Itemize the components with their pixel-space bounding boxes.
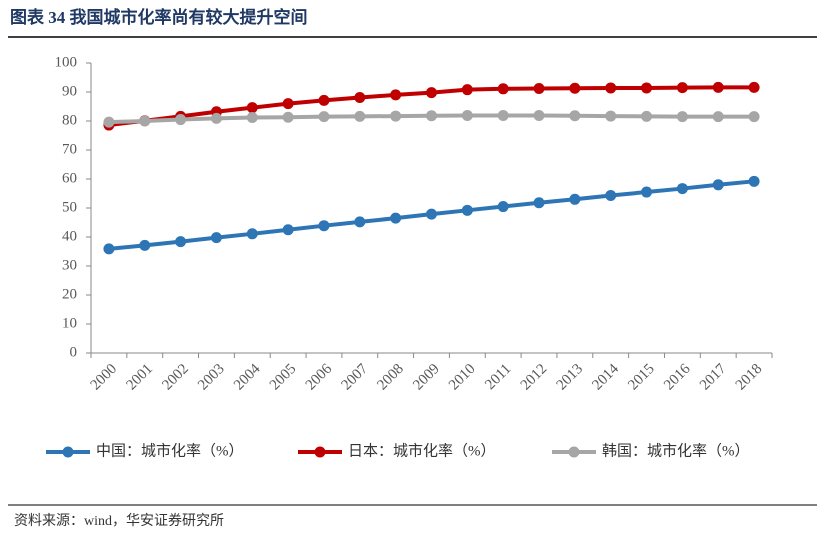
y-tick-label: 100 bbox=[55, 54, 78, 70]
y-tick-label: 70 bbox=[62, 141, 77, 157]
point bbox=[246, 102, 258, 114]
y-tick-label: 30 bbox=[62, 257, 77, 273]
point bbox=[210, 232, 222, 244]
point bbox=[748, 111, 760, 123]
point bbox=[282, 98, 294, 110]
point bbox=[533, 109, 545, 121]
legend-marker bbox=[314, 446, 326, 458]
x-tick-label: 2011 bbox=[482, 361, 514, 393]
y-tick-label: 90 bbox=[62, 83, 77, 99]
x-tick-label: 2015 bbox=[625, 361, 658, 394]
point bbox=[748, 81, 760, 93]
point bbox=[390, 89, 402, 101]
point bbox=[641, 186, 653, 198]
point bbox=[354, 110, 366, 122]
x-tick-label: 2007 bbox=[339, 361, 372, 394]
point bbox=[641, 110, 653, 122]
x-tick-label: 2000 bbox=[88, 361, 121, 394]
point bbox=[712, 179, 724, 191]
y-tick-label: 20 bbox=[62, 286, 77, 302]
point bbox=[282, 224, 294, 236]
x-tick-label: 2008 bbox=[374, 361, 407, 394]
x-tick-label: 2006 bbox=[303, 361, 336, 394]
point bbox=[641, 82, 653, 94]
point bbox=[175, 114, 187, 126]
x-tick-label: 2005 bbox=[267, 361, 300, 394]
point bbox=[461, 84, 473, 96]
x-tick-label: 2017 bbox=[697, 361, 730, 394]
x-tick-label: 2003 bbox=[195, 361, 228, 394]
y-tick-label: 50 bbox=[62, 199, 77, 215]
point bbox=[390, 110, 402, 122]
point bbox=[676, 111, 688, 123]
point bbox=[533, 197, 545, 209]
point bbox=[569, 193, 581, 205]
y-tick-label: 0 bbox=[70, 344, 78, 360]
point bbox=[569, 82, 581, 94]
point bbox=[354, 216, 366, 228]
legend-label: 日本：城市化率（%） bbox=[348, 442, 496, 459]
y-tick-label: 40 bbox=[62, 228, 77, 244]
point bbox=[712, 81, 724, 93]
point bbox=[605, 82, 617, 94]
x-tick-label: 2018 bbox=[733, 361, 766, 394]
point bbox=[605, 190, 617, 202]
point bbox=[605, 110, 617, 122]
point bbox=[390, 212, 402, 224]
point bbox=[103, 116, 115, 128]
point bbox=[318, 111, 330, 123]
legend-label: 中国：城市化率（%） bbox=[96, 442, 244, 459]
x-tick-label: 2014 bbox=[589, 361, 622, 394]
point bbox=[246, 112, 258, 124]
point bbox=[748, 175, 760, 187]
x-tick-label: 2009 bbox=[410, 361, 443, 394]
point bbox=[246, 228, 258, 240]
y-tick-label: 60 bbox=[62, 170, 77, 186]
point bbox=[139, 239, 151, 251]
point bbox=[426, 110, 437, 122]
point bbox=[426, 208, 437, 220]
legend-marker bbox=[568, 446, 580, 458]
point bbox=[461, 109, 473, 121]
point bbox=[712, 111, 724, 123]
x-tick-label: 2002 bbox=[159, 361, 192, 394]
source: 资料来源：wind，华安证券研究所 bbox=[14, 513, 224, 529]
point bbox=[210, 112, 222, 124]
point bbox=[497, 83, 509, 95]
chart-title: 图表 34 我国城市化率尚有较大提升空间 bbox=[10, 7, 308, 27]
x-tick-label: 2016 bbox=[661, 361, 694, 394]
x-tick-label: 2013 bbox=[554, 361, 587, 394]
point bbox=[282, 111, 294, 123]
point bbox=[175, 236, 187, 248]
legend-label: 韩国：城市化率（%） bbox=[602, 442, 750, 459]
legend-marker bbox=[62, 446, 74, 458]
point bbox=[497, 201, 509, 213]
x-tick-label: 2010 bbox=[446, 361, 479, 394]
y-tick-label: 10 bbox=[62, 315, 77, 331]
x-tick-label: 2004 bbox=[231, 361, 264, 394]
point bbox=[103, 243, 115, 255]
point bbox=[569, 110, 581, 122]
point bbox=[318, 220, 330, 232]
point bbox=[354, 92, 366, 104]
point bbox=[676, 183, 688, 195]
point bbox=[426, 87, 437, 99]
x-tick-label: 2001 bbox=[123, 361, 156, 394]
point bbox=[318, 94, 330, 106]
point bbox=[461, 204, 473, 216]
point bbox=[139, 115, 151, 127]
x-tick-label: 2012 bbox=[518, 361, 551, 394]
y-tick-label: 80 bbox=[62, 112, 77, 128]
point bbox=[497, 109, 509, 121]
point bbox=[676, 82, 688, 94]
point bbox=[533, 83, 545, 95]
